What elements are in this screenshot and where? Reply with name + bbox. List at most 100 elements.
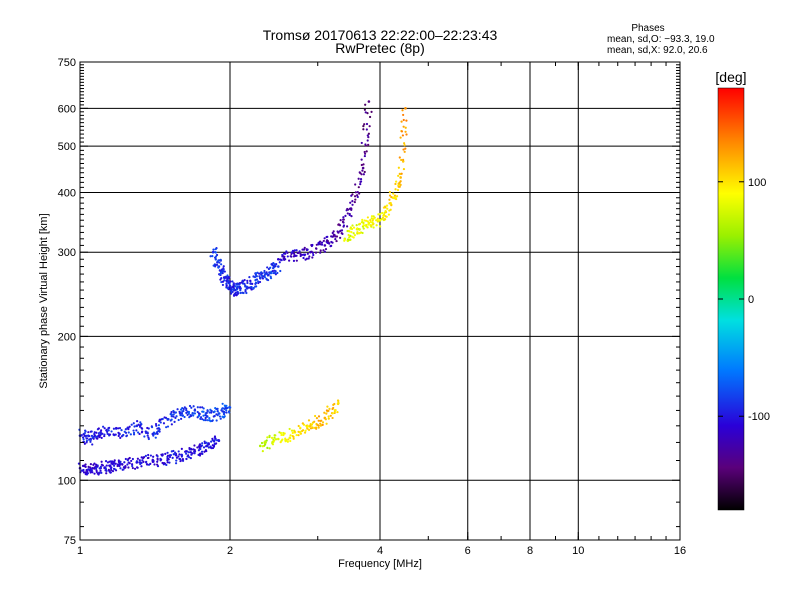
axes: 1 2 4 6 8 10 16 75 100 200 300 400 500 600 750 <box>58 57 686 557</box>
data-point <box>214 263 217 267</box>
data-point <box>278 261 281 264</box>
data-point <box>188 404 192 408</box>
data-point <box>170 410 173 414</box>
data-point <box>189 451 192 454</box>
data-point <box>381 216 385 219</box>
data-point <box>170 415 173 418</box>
data-point <box>231 280 234 283</box>
data-point <box>226 277 229 280</box>
data-point <box>260 441 264 445</box>
data-point <box>351 203 354 206</box>
data-point <box>204 419 207 422</box>
data-point <box>202 419 206 422</box>
data-point <box>366 226 369 229</box>
data-point <box>228 276 231 279</box>
data-point <box>212 248 215 251</box>
data-point <box>357 177 360 180</box>
data-point <box>366 216 369 219</box>
data-point <box>209 408 212 411</box>
data-point <box>338 224 342 227</box>
data-point <box>202 410 205 413</box>
data-point <box>256 271 259 274</box>
data-point <box>362 227 365 230</box>
data-point <box>172 449 175 453</box>
x-axis-label: Frequency [MHz] <box>338 558 422 570</box>
data-point <box>290 251 293 254</box>
data-point <box>255 278 259 281</box>
data-point <box>91 471 94 474</box>
data-point <box>279 441 282 444</box>
data-point <box>112 433 115 436</box>
x-tick-label: 16 <box>674 545 686 557</box>
data-point <box>389 208 392 211</box>
data-point <box>383 218 386 221</box>
data-point <box>384 209 387 213</box>
data-point <box>127 466 130 469</box>
data-point <box>368 115 372 119</box>
data-point <box>92 463 95 466</box>
data-point <box>222 270 225 273</box>
data-point <box>337 401 340 405</box>
data-point <box>266 266 269 269</box>
data-point <box>290 429 294 432</box>
data-point <box>301 429 305 432</box>
data-point <box>204 445 208 448</box>
data-point <box>344 214 347 217</box>
data-point <box>353 200 356 204</box>
data-point <box>348 236 351 239</box>
data-point <box>221 410 224 413</box>
data-point <box>397 174 400 177</box>
data-point <box>268 447 271 450</box>
data-point <box>188 446 191 450</box>
data-point <box>266 278 270 282</box>
data-point <box>101 432 104 435</box>
data-point <box>308 255 311 258</box>
data-point <box>321 423 324 426</box>
data-point <box>106 461 110 464</box>
data-point <box>266 436 269 439</box>
data-point <box>228 284 232 288</box>
data-point <box>238 283 241 286</box>
data-point <box>289 439 292 443</box>
data-point <box>225 280 228 283</box>
data-point <box>176 408 179 411</box>
data-point <box>107 427 110 430</box>
data-point <box>403 144 406 147</box>
data-point <box>292 252 296 255</box>
stats-heading: Phases <box>631 23 664 34</box>
data-point <box>339 219 342 222</box>
data-point <box>282 252 286 255</box>
data-point <box>366 139 369 142</box>
data-point <box>214 437 217 440</box>
data-point <box>122 468 125 471</box>
data-point <box>211 250 215 254</box>
data-point <box>365 150 368 153</box>
data-point <box>153 463 156 466</box>
data-point <box>245 291 248 295</box>
data-point <box>331 412 334 415</box>
data-point <box>400 130 404 133</box>
data-point <box>193 444 196 447</box>
data-point <box>263 276 267 279</box>
data-point <box>222 412 225 415</box>
data-point <box>267 273 270 276</box>
data-point <box>361 218 364 221</box>
data-point <box>156 460 159 463</box>
data-point <box>299 430 302 433</box>
data-point <box>87 434 90 437</box>
data-point <box>171 456 174 459</box>
data-point <box>217 412 221 415</box>
data-point <box>370 224 373 227</box>
data-point <box>343 238 347 241</box>
data-point <box>360 141 363 145</box>
data-point <box>218 415 222 418</box>
data-point <box>159 421 162 424</box>
data-point <box>221 283 225 287</box>
data-point <box>124 457 127 461</box>
data-point <box>83 442 86 445</box>
data-point <box>229 280 232 283</box>
data-point <box>202 407 205 410</box>
data-point <box>399 136 402 139</box>
data-point <box>213 435 217 438</box>
data-point <box>276 271 279 275</box>
